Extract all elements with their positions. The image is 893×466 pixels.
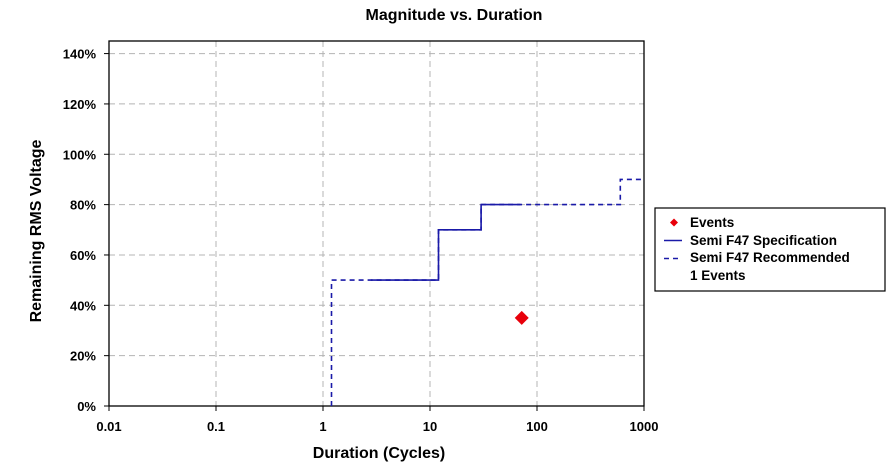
chart-title: Magnitude vs. Duration [366,7,543,24]
event-point [514,310,529,325]
series-points [514,310,529,325]
legend-box [654,207,886,292]
y-tick-label: 80% [70,198,96,213]
recommended-line [330,178,644,406]
x-axis: 0.01 0.1 1 10 100 1000 [96,406,658,434]
y-axis-label: Remaining RMS Voltage [28,139,45,322]
y-tick-label: 40% [70,298,96,313]
x-tick-label: 100 [526,419,548,434]
x-tick-label: 0.1 [207,419,225,434]
x-tick-label: 1 [319,419,326,434]
legend-item-spec: Semi F47 Specification [690,233,837,248]
x-tick-label: 0.01 [96,419,121,434]
y-tick-label: 20% [70,349,96,364]
legend: Events Semi F47 Specification Semi F47 R… [654,207,886,292]
legend-events-marker [670,218,678,227]
legend-events-count: 1 Events [690,268,746,283]
legend-item-recommended: Semi F47 Recommended [690,250,850,265]
y-tick-label: 140% [63,47,97,62]
plot-frame [108,40,645,407]
y-tick-label: 100% [63,147,97,162]
specification-line [370,203,521,281]
y-tick-label: 120% [63,97,97,112]
y-tick-label: 60% [70,248,96,263]
y-axis: 0% 20% 40% 60% 80% 100% 120% 140% [63,47,109,414]
x-axis-label: Duration (Cycles) [313,445,445,462]
y-tick-label: 0% [77,399,96,414]
legend-item-events: Events [690,215,734,230]
x-tick-label: 1000 [630,419,659,434]
x-tick-label: 10 [423,419,437,434]
grid [109,41,644,406]
series-lines [330,178,644,406]
